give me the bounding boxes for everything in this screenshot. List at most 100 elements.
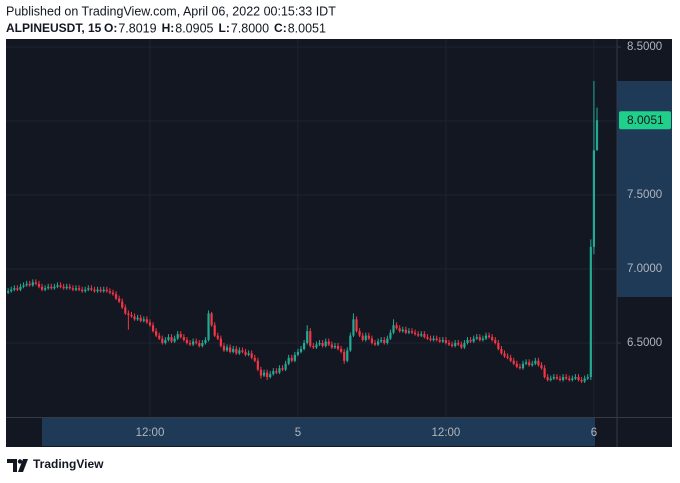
candle-body bbox=[71, 288, 74, 290]
candle-body bbox=[481, 338, 485, 341]
candle-body bbox=[238, 350, 241, 354]
candle-body bbox=[124, 307, 127, 314]
candle-body bbox=[37, 283, 41, 287]
brand-logo: TradingView bbox=[7, 457, 104, 472]
candle-body bbox=[127, 313, 130, 315]
candle-body bbox=[272, 371, 275, 375]
candle-body bbox=[383, 340, 386, 343]
logo-icon bbox=[18, 459, 28, 472]
candle-body bbox=[216, 335, 219, 339]
candle-body bbox=[407, 331, 411, 333]
candle-body bbox=[290, 357, 293, 361]
candle-body bbox=[386, 338, 389, 343]
candle-body bbox=[56, 285, 59, 287]
candle-body bbox=[139, 317, 142, 321]
candle-body bbox=[13, 288, 16, 290]
candle-body bbox=[340, 348, 343, 352]
candle-body bbox=[506, 356, 509, 358]
candle-body bbox=[512, 360, 515, 364]
candle-body bbox=[182, 337, 185, 341]
candle-body bbox=[121, 301, 124, 308]
brand-name: TradingView bbox=[33, 457, 104, 471]
candle-body bbox=[34, 282, 37, 284]
candle-body bbox=[303, 343, 306, 349]
candle-body bbox=[438, 340, 441, 342]
candle-body bbox=[250, 353, 253, 358]
candle-body bbox=[111, 292, 115, 295]
candle-body bbox=[370, 338, 374, 343]
legend-label: H: bbox=[162, 21, 175, 35]
candle-body bbox=[395, 325, 398, 329]
candle-body bbox=[521, 363, 525, 369]
candle-body bbox=[293, 354, 296, 361]
x-tick-label: 12:00 bbox=[136, 427, 165, 439]
candle-body bbox=[133, 316, 136, 320]
candle-body bbox=[114, 294, 118, 299]
y-tick-label: 8.5000 bbox=[627, 41, 662, 53]
candle-body bbox=[398, 328, 401, 332]
y-tick-label: 7.5000 bbox=[627, 189, 662, 201]
candle-body bbox=[389, 332, 392, 339]
candle-body bbox=[358, 331, 361, 336]
legend-label: C: bbox=[274, 21, 287, 35]
candle-body bbox=[595, 120, 599, 151]
candle-body bbox=[589, 246, 592, 378]
candle-body bbox=[472, 338, 475, 342]
candle-body bbox=[555, 377, 559, 379]
x-tick-label: 12:00 bbox=[432, 427, 461, 439]
candle-body bbox=[281, 368, 284, 370]
candle-body bbox=[287, 357, 290, 364]
candle-body bbox=[534, 360, 537, 364]
y-tick-label: 6.5000 bbox=[627, 337, 662, 349]
candle-body bbox=[247, 353, 250, 355]
candle-body bbox=[361, 335, 364, 341]
candle-body bbox=[346, 350, 349, 361]
candle-body bbox=[444, 340, 448, 343]
candle-body bbox=[176, 334, 179, 339]
candle-body bbox=[561, 377, 565, 380]
candles bbox=[7, 81, 599, 383]
candle-body bbox=[460, 344, 463, 348]
candle-body bbox=[518, 366, 522, 369]
candle-body bbox=[558, 378, 562, 380]
legend-label: O: bbox=[104, 21, 117, 35]
candle-body bbox=[207, 313, 210, 341]
candle-body bbox=[491, 337, 494, 341]
candle-body bbox=[349, 335, 352, 351]
candle-body bbox=[25, 283, 28, 286]
candle-body bbox=[195, 341, 198, 343]
candle-body bbox=[426, 337, 429, 339]
candle-body bbox=[454, 343, 457, 346]
candle-body bbox=[232, 348, 235, 352]
candle-body bbox=[22, 285, 25, 287]
candle-body bbox=[74, 288, 78, 290]
candle-body bbox=[355, 319, 358, 332]
candle-body bbox=[259, 369, 263, 376]
candle-body bbox=[201, 343, 204, 346]
symbol: ALPINEUSDT, 15 bbox=[6, 21, 102, 35]
candle-body bbox=[364, 335, 367, 341]
candle-body bbox=[31, 282, 34, 286]
candle-body bbox=[531, 363, 534, 366]
legend-value: 7.8000 bbox=[231, 21, 269, 35]
candle-body bbox=[367, 335, 370, 339]
last-price-label: 8.0051 bbox=[627, 113, 664, 127]
candle-body bbox=[503, 353, 506, 357]
candle-body bbox=[198, 343, 201, 346]
candle-body bbox=[392, 325, 395, 333]
candle-body bbox=[68, 286, 71, 289]
candle-body bbox=[420, 334, 423, 336]
candle-body bbox=[429, 338, 432, 341]
candle-body bbox=[497, 343, 500, 349]
candle-body bbox=[546, 377, 549, 380]
candle-body bbox=[401, 329, 404, 332]
candle-body bbox=[327, 341, 330, 345]
candle-body bbox=[87, 288, 90, 290]
candle-body bbox=[222, 345, 226, 351]
candle-body bbox=[47, 286, 50, 289]
candle-body bbox=[142, 319, 145, 321]
candle-body bbox=[592, 150, 596, 247]
x-tick-label: 5 bbox=[295, 427, 301, 439]
candle-body bbox=[380, 340, 383, 342]
